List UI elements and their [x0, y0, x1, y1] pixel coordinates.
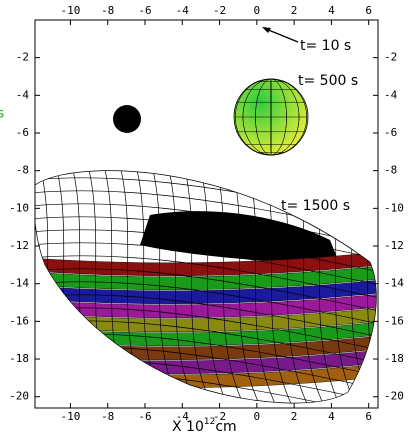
x-tick-label: -8 [101, 410, 114, 423]
x-tick-label: 6 [365, 4, 372, 17]
figure: t= 10 s t= 500 s t= 1500 s s X 1012cm -1… [0, 0, 414, 435]
annotation: t= 1500 s [281, 198, 350, 214]
y-tick-label: -20 [9, 390, 29, 403]
x-tick-label: -2 [213, 410, 226, 423]
y-tick-label: -16 [9, 314, 29, 327]
x-tick-label: 2 [291, 4, 298, 17]
y-tick-label: -6 [384, 126, 397, 139]
x-tick-label: -6 [138, 410, 151, 423]
y-tick-label: -20 [384, 390, 404, 403]
y-tick-label: -14 [9, 277, 29, 290]
y-tick-label: -10 [9, 201, 29, 214]
sphere [234, 79, 308, 155]
x-tick-label: 4 [328, 4, 335, 17]
y-tick-label: -16 [384, 314, 404, 327]
x-tick-label: 6 [365, 410, 372, 423]
y-label: s [0, 107, 5, 122]
x-tick-label: 0 [254, 4, 261, 17]
black-disk [113, 105, 141, 133]
x-tick-label: -10 [60, 4, 80, 17]
y-tick-label: -10 [384, 201, 404, 214]
y-tick-label: -12 [384, 239, 404, 252]
annotation: t= 500 s [298, 73, 358, 89]
y-tick-label: -8 [16, 164, 29, 177]
y-tick-label: -6 [16, 126, 29, 139]
x-tick-label: -8 [101, 4, 114, 17]
x-tick-label: -6 [138, 4, 151, 17]
annotation: t= 10 s [300, 38, 351, 54]
y-tick-label: -2 [16, 51, 29, 64]
x-tick-label: 4 [328, 410, 335, 423]
y-tick-label: -14 [384, 277, 404, 290]
x-tick-label: 2 [291, 410, 298, 423]
y-tick-label: -2 [384, 51, 397, 64]
x-tick-label: -4 [176, 4, 190, 17]
x-tick-label: -10 [60, 410, 80, 423]
y-tick-label: -12 [9, 239, 29, 252]
x-tick-label: -2 [213, 4, 226, 17]
x-tick-label: 0 [254, 410, 261, 423]
y-tick-label: -4 [384, 88, 398, 101]
y-tick-label: -8 [384, 164, 397, 177]
y-tick-label: -4 [16, 88, 30, 101]
x-tick-label: -4 [176, 410, 190, 423]
y-tick-label: -18 [9, 352, 29, 365]
y-tick-label: -18 [384, 352, 404, 365]
